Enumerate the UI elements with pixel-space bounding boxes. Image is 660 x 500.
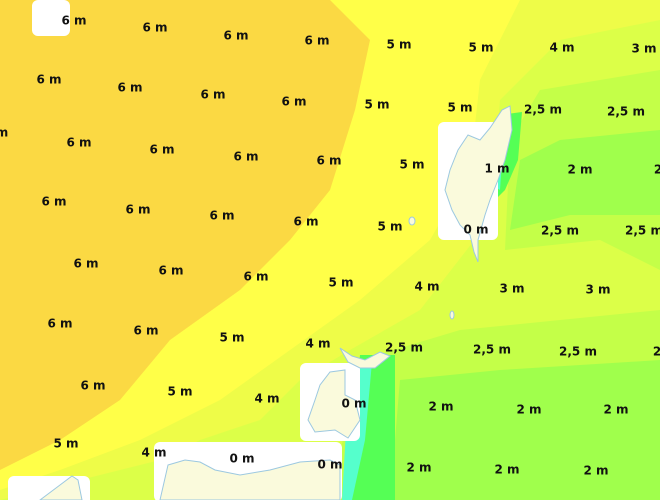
wave-height-label: 2 <box>653 345 660 359</box>
wave-height-label: 6 m <box>293 215 318 229</box>
wave-height-label: 6 m <box>36 73 61 87</box>
wave-height-label: 6 m <box>125 203 150 217</box>
wave-height-label: 2,5 m <box>473 343 511 357</box>
wave-height-label: 6 m <box>66 136 91 150</box>
wave-height-label: 4 m <box>141 446 166 460</box>
wave-height-label: 2,5 m <box>385 341 423 355</box>
wave-height-label: 0 m <box>229 452 254 466</box>
wave-height-label: 3 m <box>631 42 656 56</box>
wave-height-label: 5 m <box>219 331 244 345</box>
wave-height-label: 3 m <box>585 283 610 297</box>
wave-height-label: 5 m <box>399 158 424 172</box>
wave-height-label: 2 m <box>583 464 608 478</box>
wave-height-label: 4 m <box>305 337 330 351</box>
wave-height-label: 6 m <box>41 195 66 209</box>
wave-height-label: 2,5 m <box>524 103 562 117</box>
wave-height-label: 5 m <box>447 101 472 115</box>
land-scotland <box>159 459 341 500</box>
wave-height-label: 6 m <box>133 324 158 338</box>
wave-height-label: 3 m <box>499 282 524 296</box>
wave-height-label: 4 m <box>254 392 279 406</box>
wave-height-label: 5 m <box>364 98 389 112</box>
wave-height-label: 6 m <box>61 14 86 28</box>
wave-height-label: 5 m <box>377 220 402 234</box>
wave-height-label: 6 m <box>117 81 142 95</box>
land-islet <box>449 310 455 320</box>
land-lewis <box>39 475 83 500</box>
wave-height-label: 2 m <box>603 403 628 417</box>
wave-height-label: 6 m <box>316 154 341 168</box>
wave-height-label: 6 m <box>209 209 234 223</box>
wave-height-label: 0 m <box>341 397 366 411</box>
wave-height-label: 1 m <box>484 162 509 176</box>
wave-height-label: 6 m <box>223 29 248 43</box>
wave-height-label: 2 m <box>406 461 431 475</box>
wave-height-label: 6 m <box>142 21 167 35</box>
land-shetland <box>444 105 513 263</box>
zone-2m <box>510 130 660 230</box>
wave-height-label: 2 m <box>494 463 519 477</box>
land-islet <box>408 216 416 226</box>
land-orkney-north <box>339 347 391 369</box>
wave-height-label: 5 m <box>53 437 78 451</box>
wave-height-label: 4 m <box>414 280 439 294</box>
wave-height-label: 6 m <box>47 317 72 331</box>
wave-height-label: 0 m <box>463 223 488 237</box>
wave-height-label: 2,5 m <box>559 345 597 359</box>
wave-height-label: 6 m <box>281 95 306 109</box>
wave-height-label: 6 m <box>304 34 329 48</box>
wave-height-label: 6 m <box>73 257 98 271</box>
wave-height-label: 6 m <box>243 270 268 284</box>
wave-height-label: 2,5 m <box>541 224 579 238</box>
wave-height-label: 2 m <box>567 163 592 177</box>
wave-height-label: 4 m <box>549 41 574 55</box>
mask-box <box>32 0 70 36</box>
wave-height-label: 6 m <box>149 143 174 157</box>
wave-height-label: 5 m <box>328 276 353 290</box>
wave-height-label: 6 m <box>158 264 183 278</box>
wave-height-label: 0 m <box>317 458 342 472</box>
wave-height-label: m <box>0 126 8 140</box>
zone-2m-south <box>390 360 660 500</box>
zone-6m <box>0 0 370 470</box>
wave-height-label: 5 m <box>167 385 192 399</box>
wave-height-label: 6 m <box>200 88 225 102</box>
wave-height-label: 6 m <box>80 379 105 393</box>
wave-height-label: 2,5 m <box>625 224 660 238</box>
wave-height-label: 6 m <box>233 150 258 164</box>
wave-height-label: 2 m <box>516 403 541 417</box>
wave-height-label: 5 m <box>386 38 411 52</box>
wave-height-label: 2 m <box>428 400 453 414</box>
wave-height-label: 2,5 m <box>607 105 645 119</box>
wave-height-labels: 6 m 6 m 6 m 6 m 5 m 5 m 4 m 3 m 6 m 6 m 6 m 6 m 5 m 5… <box>0 14 660 478</box>
wave-height-label: 2 <box>654 163 660 177</box>
wave-height-label: 5 m <box>468 41 493 55</box>
land-orkney <box>307 369 361 439</box>
